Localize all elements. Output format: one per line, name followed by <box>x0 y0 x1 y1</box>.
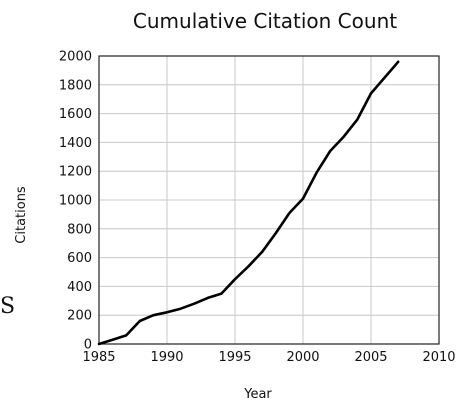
x-tick-label: 2000 <box>286 350 319 365</box>
series-line <box>97 60 400 346</box>
y-tick-label: 1200 <box>59 165 92 180</box>
y-tick-label: 400 <box>67 280 92 295</box>
y-tick-label: 0 <box>84 338 92 353</box>
y-tick-label: 1800 <box>59 78 92 93</box>
x-tick-label: 2010 <box>422 350 455 365</box>
chart-title: Cumulative Citation Count <box>133 9 397 33</box>
cropped-side-text: S <box>0 294 15 319</box>
y-tick-label: 1400 <box>59 136 92 151</box>
x-tick-label: 2005 <box>354 350 387 365</box>
grid-lines <box>98 55 440 345</box>
y-tick-label: 2000 <box>59 50 92 65</box>
series-group <box>97 60 400 346</box>
x-tick-label: 1990 <box>150 350 183 365</box>
plot-frame <box>98 55 440 345</box>
x-tick-label: 1995 <box>218 350 251 365</box>
y-tick-label: 1000 <box>59 194 92 209</box>
y-tick-label: 600 <box>67 251 92 266</box>
y-tick-label: 200 <box>67 309 92 324</box>
x-axis-label: Year <box>243 387 272 402</box>
y-tick-label: 1600 <box>59 107 92 122</box>
x-axis-ticks: 1985 1990 1995 2000 2005 2010 <box>82 350 455 365</box>
y-axis-label: Citations <box>14 186 29 244</box>
y-axis-ticks: 0 200 400 600 800 1000 1200 1400 1600 1800 2000 <box>59 50 92 353</box>
y-tick-label: 800 <box>67 222 92 237</box>
x-tick-label: 1985 <box>82 350 115 365</box>
